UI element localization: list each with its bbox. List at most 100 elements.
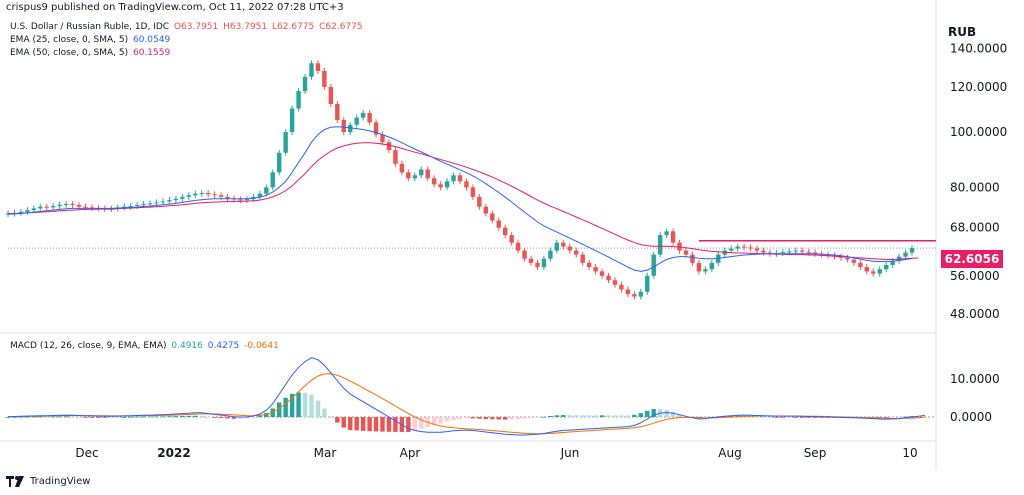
macd-histogram-bar — [154, 416, 159, 418]
candle-body — [348, 124, 353, 133]
candle-body — [296, 91, 301, 109]
macd-histogram-bar — [638, 413, 643, 418]
candle-body — [419, 169, 424, 176]
candle-body — [496, 220, 501, 228]
candle-body — [386, 142, 392, 151]
candle-body — [147, 203, 153, 205]
macd-histogram-bar — [800, 417, 805, 418]
macd-histogram-bar — [270, 408, 275, 418]
candle-body — [425, 169, 430, 179]
macd-histogram-bar — [632, 414, 637, 418]
macd-label: MACD (12, 26, close, 9, EMA, EMA) — [10, 341, 167, 351]
macd-histogram-bar — [231, 417, 237, 419]
candle-body — [270, 172, 275, 188]
macd-histogram-bar — [141, 416, 146, 418]
candle-body — [657, 235, 663, 255]
candle-body — [638, 291, 643, 297]
time-tick-label: 10 — [902, 446, 917, 460]
ohlc-high: H63.7951 — [223, 22, 268, 32]
candle-body — [57, 204, 62, 207]
macd-histogram-bar — [806, 417, 811, 418]
candle-body — [800, 250, 805, 252]
candle-body — [393, 150, 398, 164]
macd-histogram-bar — [309, 394, 314, 418]
candle-body — [225, 196, 230, 199]
candle-body — [367, 113, 372, 123]
macd-histogram-bar — [373, 417, 379, 432]
macd-histogram-bar — [102, 417, 108, 418]
macd-histogram-bar — [548, 415, 553, 418]
candle-body — [341, 119, 346, 133]
macd-histogram-bar — [199, 416, 204, 418]
macd-hist-value: 0.4916 — [171, 341, 203, 351]
candle-body — [541, 258, 547, 268]
candle-body — [748, 247, 753, 249]
candle-body — [431, 178, 437, 185]
macd-histogram-bar — [503, 417, 508, 420]
candle-body — [244, 199, 250, 201]
candle-body — [257, 193, 263, 197]
candle-body — [625, 289, 631, 295]
candle-body — [302, 76, 308, 92]
macd-histogram-bar — [63, 416, 69, 418]
price-tick-label: 120.0000 — [950, 80, 1007, 94]
macd-histogram-bar — [586, 415, 592, 418]
candle-body — [477, 196, 482, 207]
macd-legend: MACD (12, 26, close, 9, EMA, EMA) 0.4916… — [10, 341, 281, 351]
candle-body — [76, 205, 82, 207]
macd-histogram-bar — [787, 417, 792, 418]
macd-histogram-bar — [561, 415, 566, 418]
macd-histogram-bar — [173, 416, 179, 418]
macd-histogram-bar — [251, 417, 256, 418]
candle-body — [167, 200, 172, 202]
footer-brand: TradingView — [30, 476, 91, 487]
time-tick-label: Apr — [400, 446, 421, 460]
candle-body — [315, 63, 321, 71]
macd-histogram-bar — [18, 416, 24, 418]
candle-body — [567, 246, 572, 251]
macd-histogram-bar — [393, 417, 398, 432]
candle-body — [399, 163, 405, 173]
macd-histogram-bar — [12, 416, 17, 418]
candle-body — [838, 256, 844, 258]
macd-histogram-bar — [574, 415, 579, 418]
macd-histogram-bar — [289, 393, 295, 418]
candle-body — [767, 252, 773, 254]
macd-histogram-bar — [729, 415, 734, 418]
candle-body — [683, 250, 689, 255]
candle-body — [134, 205, 140, 207]
candle-body — [690, 254, 695, 263]
candle-body — [25, 210, 30, 212]
candle-body — [548, 250, 553, 259]
time-tick-label: Jun — [560, 446, 580, 460]
candle-body — [709, 262, 715, 270]
macd-histogram-bar — [903, 416, 908, 418]
candle-body — [509, 235, 514, 243]
symbol-title: U.S. Dollar / Russian Ruble, 1D, IDC — [10, 22, 170, 32]
candle-body — [858, 262, 863, 268]
candle-body — [825, 254, 831, 256]
macd-histogram-bar — [522, 417, 527, 419]
candle-body — [451, 175, 456, 182]
macd-histogram-bar — [780, 417, 786, 418]
macd-histogram-bar — [412, 417, 417, 431]
candle-body — [283, 132, 288, 153]
price-tick-label: 56.0000 — [950, 269, 1000, 283]
macd-histogram-bar — [625, 415, 631, 418]
macd-histogram-bar — [515, 417, 521, 420]
tradingview-footer[interactable]: TradingView — [6, 476, 90, 487]
candle-body — [193, 193, 198, 196]
ema25-legend: EMA (25, close, 0, SMA, 5) 60.0549 — [10, 35, 172, 45]
macd-histogram-bar — [160, 416, 166, 418]
ema25-label: EMA (25, close, 0, SMA, 5) — [10, 35, 129, 45]
macd-histogram-bar — [490, 417, 495, 420]
candle-body — [503, 227, 508, 236]
macd-histogram-bar — [386, 417, 392, 432]
macd-histogram-bar — [109, 417, 114, 418]
candle-body — [335, 104, 340, 120]
candle-body — [606, 275, 611, 281]
candle-body — [574, 250, 579, 255]
macd-histogram-bar — [244, 417, 250, 419]
macd-histogram-bar — [896, 417, 902, 418]
